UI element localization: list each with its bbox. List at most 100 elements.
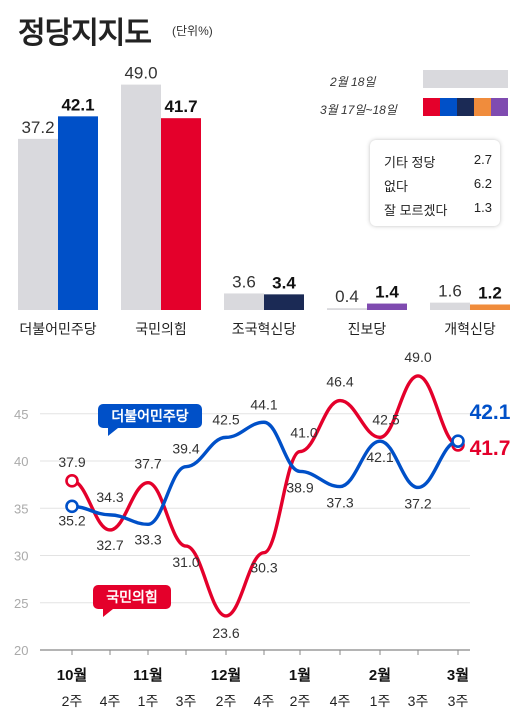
data-label: 42.5 — [212, 411, 239, 427]
bar-feb-label: 1.6 — [438, 282, 462, 301]
y-tick-label: 30 — [14, 549, 28, 564]
bar-category-label: 개혁신당 — [444, 321, 496, 337]
data-label: 23.6 — [212, 625, 239, 641]
x-month-label: 11월 — [133, 667, 163, 684]
data-label: 37.7 — [134, 456, 161, 472]
y-tick-label: 40 — [14, 454, 28, 469]
series-tag-pointer — [108, 428, 118, 436]
x-month-label: 3월 — [447, 667, 469, 684]
legend-mar-label: 3월 17일~18일 — [320, 103, 397, 117]
data-label: 39.4 — [172, 441, 199, 457]
others-value: 1.3 — [473, 200, 492, 215]
others-value: 6.2 — [473, 176, 492, 191]
bar-mar-label: 42.1 — [61, 95, 94, 114]
legend-feb-swatch — [423, 70, 508, 88]
x-month-label: 2월 — [369, 667, 391, 684]
bar-category-label: 진보당 — [348, 321, 387, 337]
bar-feb — [327, 308, 367, 310]
bar-feb — [18, 138, 58, 310]
bar-mar — [264, 294, 304, 310]
series-line — [70, 374, 460, 618]
series-point — [451, 434, 465, 448]
others-row: 기타 정당 2.7 — [384, 152, 492, 171]
others-label: 잘 모르겠다 — [384, 203, 448, 218]
data-label: 35.2 — [58, 512, 85, 528]
series-line — [70, 420, 460, 527]
data-label: 44.1 — [250, 396, 277, 412]
x-week-label: 2주 — [62, 693, 83, 709]
data-label: 37.2 — [404, 495, 431, 511]
legend-feb-label: 2월 18일 — [330, 75, 376, 89]
series-point — [65, 474, 79, 488]
bar-category-label: 더불어민주당 — [19, 321, 96, 337]
data-label: 42.1 — [366, 449, 393, 465]
legend-mar-swatch — [423, 98, 440, 116]
x-week-label: 3주 — [408, 693, 429, 709]
bar-feb — [121, 84, 161, 310]
x-month-label: 10월 — [57, 667, 88, 684]
series-tag-pointer — [103, 609, 113, 617]
y-tick-label: 20 — [14, 643, 28, 658]
bar-chart: 37.2 42.1 더불어민주당 49.0 41.7 국민의힘 3.6 3.4 조국혁신당 0.4… — [18, 64, 510, 337]
bar-mar-label: 1.2 — [478, 283, 502, 302]
x-week-label: 3주 — [448, 693, 469, 709]
x-week-label: 1주 — [138, 693, 159, 709]
data-label: 42.5 — [372, 411, 399, 427]
series-point — [65, 499, 79, 514]
x-month-label: 12월 — [211, 667, 242, 684]
data-label: 41.7 — [470, 437, 511, 460]
y-tick-label: 35 — [14, 501, 28, 516]
others-box: 기타 정당 2.7 없다 6.2 잘 모르겠다 1.3 — [370, 140, 500, 226]
data-label: 31.0 — [172, 554, 199, 570]
legend-mar-swatch — [491, 98, 508, 116]
data-label: 37.9 — [58, 454, 85, 470]
others-row: 잘 모르겠다 1.3 — [384, 200, 492, 219]
data-label: 38.9 — [286, 479, 313, 495]
others-row: 없다 6.2 — [384, 176, 492, 195]
x-week-label: 4주 — [254, 693, 275, 709]
data-label: 37.3 — [326, 495, 353, 511]
x-week-label: 4주 — [100, 693, 121, 709]
bar-feb — [224, 293, 264, 310]
bar-feb-label: 37.2 — [21, 118, 54, 137]
x-week-label: 2주 — [290, 693, 311, 709]
bar-feb — [430, 302, 470, 310]
x-month-label: 1월 — [289, 667, 311, 684]
bar-mar — [58, 116, 98, 310]
data-label: 42.1 — [470, 401, 511, 424]
x-week-label: 3주 — [176, 693, 197, 709]
legend-mar-swatch — [474, 98, 491, 116]
bar-mar-label: 1.4 — [375, 283, 399, 302]
series-tag — [98, 404, 202, 428]
bar-mar-label: 41.7 — [164, 97, 197, 116]
data-label: 34.3 — [96, 489, 123, 505]
bar-mar — [367, 303, 407, 310]
bar-mar — [161, 118, 201, 311]
others-value: 2.7 — [473, 152, 492, 167]
unit-label: (단위%) — [172, 24, 213, 38]
others-label: 기타 정당 — [384, 155, 436, 170]
bar-feb-label: 0.4 — [335, 287, 359, 306]
data-label: 33.3 — [134, 531, 161, 547]
data-label: 41.0 — [290, 425, 317, 441]
data-label: 49.0 — [404, 349, 431, 365]
chart-title: 정당지지도 — [18, 17, 152, 50]
bar-category-label: 조국혁신당 — [232, 321, 297, 337]
bar-category-label: 국민의힘 — [135, 321, 187, 337]
series-tag-label: 더불어민주당 — [111, 408, 188, 424]
series-tag — [93, 585, 171, 609]
series-tag-label: 국민의힘 — [106, 589, 158, 605]
data-label: 32.7 — [96, 537, 123, 553]
y-tick-label: 45 — [14, 407, 28, 422]
bar-feb-label: 49.0 — [124, 64, 157, 83]
x-week-label: 2주 — [216, 693, 237, 709]
data-label: 30.3 — [250, 560, 277, 576]
x-week-label: 1주 — [370, 693, 391, 709]
data-label: 46.4 — [326, 374, 353, 390]
x-week-label: 4주 — [330, 693, 351, 709]
bar-mar — [470, 304, 510, 310]
legend-mar-swatch — [440, 98, 457, 116]
bar-feb-label: 3.6 — [232, 272, 256, 291]
others-label: 없다 — [384, 179, 408, 194]
